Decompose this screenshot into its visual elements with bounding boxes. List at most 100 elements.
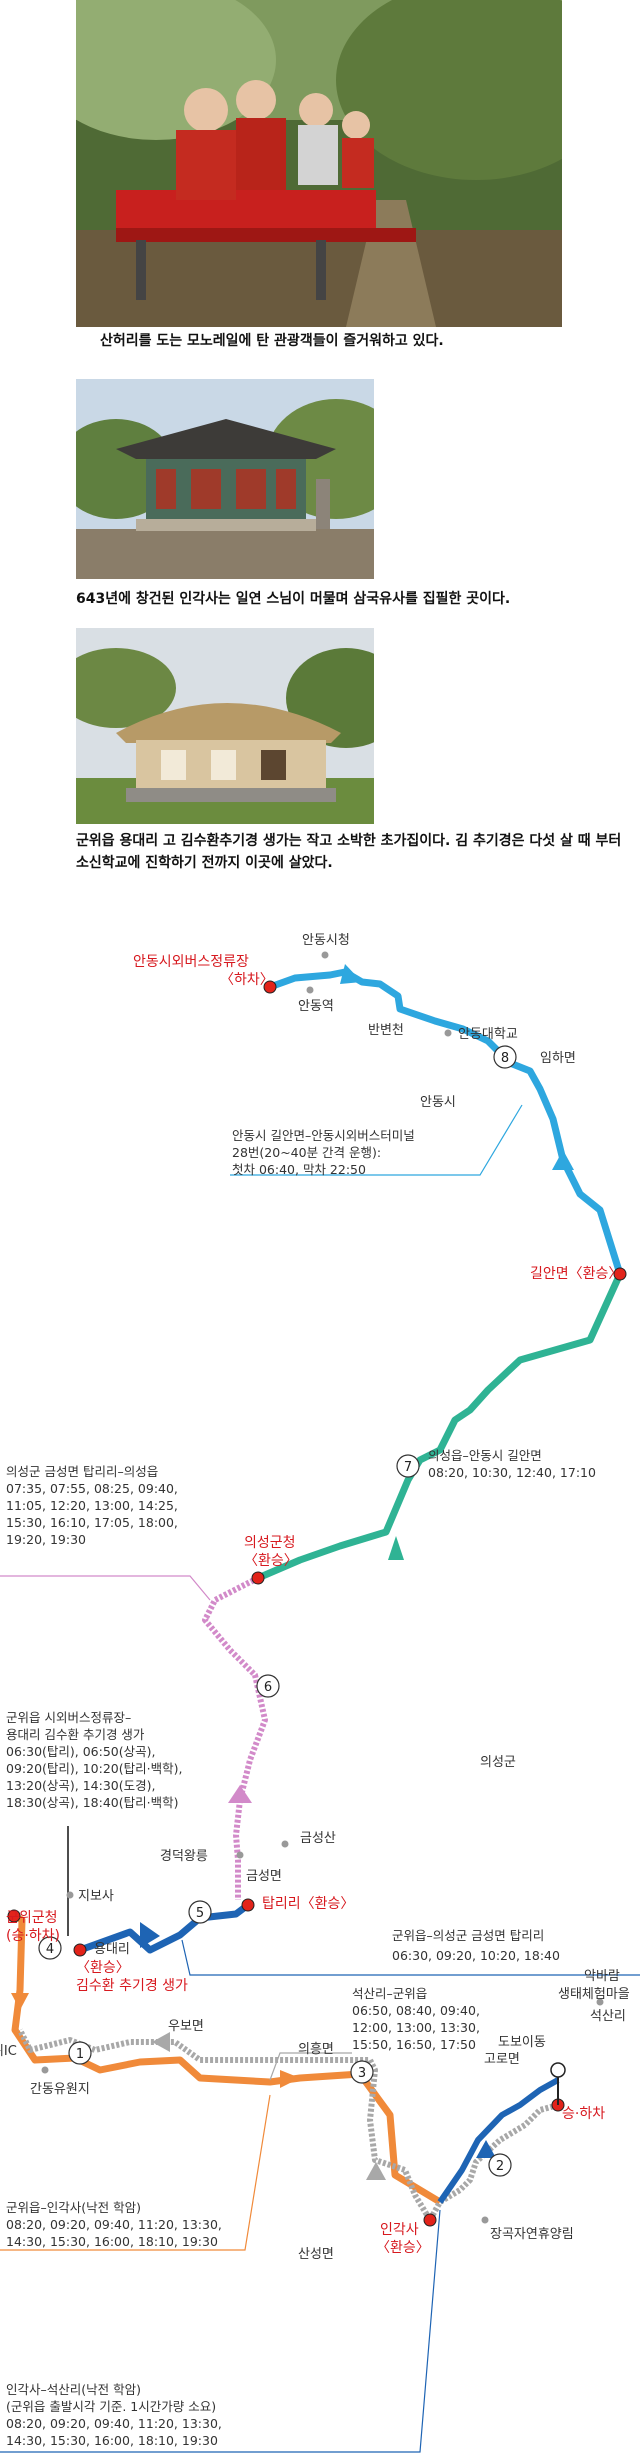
label-janggok: 장곡자연휴양림 — [490, 2227, 574, 2242]
label-tapri: 탑리리〈환승〉 — [262, 1896, 354, 1912]
dot-akbaram — [596, 1998, 604, 2006]
svg-text:군위읍–의성군 금성면 탑리리: 군위읍–의성군 금성면 탑리리 — [392, 1928, 544, 1943]
stop-gilan — [613, 1267, 627, 1281]
arrow-teal — [388, 1536, 404, 1560]
label-ingaksa: 인각사 — [380, 2222, 419, 2238]
dot-andong-city-hall — [321, 951, 329, 959]
svg-text:14:30, 15:30, 16:00, 18:10, 19: 14:30, 15:30, 16:00, 18:10, 19:30 — [6, 2234, 218, 2249]
label-boarding: 승·하차 — [562, 2106, 605, 2122]
leader-ingaksa-seoksan — [0, 2209, 441, 2453]
svg-text:08:20, 09:20, 09:40, 11:20, 13: 08:20, 09:20, 09:40, 11:20, 13:30, — [6, 2416, 222, 2431]
label-gyeongdeok: 경덕왕릉 — [160, 1849, 208, 1864]
svg-text:(군위읍 출발시각 기준. 1시간가량 소요): (군위읍 출발시각 기준. 1시간가량 소요) — [6, 2399, 216, 2414]
note-ingaksa-seoksan: 인각사–석산리(낙전 학암) (군위읍 출발시각 기준. 1시간가량 소요) 0… — [6, 2382, 222, 2448]
svg-text:13:20(상곡), 14:30(도경),: 13:20(상곡), 14:30(도경), — [6, 1778, 155, 1793]
label-goromyeon: 고로면 — [484, 2052, 520, 2067]
step-8: 8 — [493, 1045, 517, 1069]
dot-geumseongsan — [281, 1840, 289, 1848]
arrow-gray-1 — [152, 2032, 170, 2052]
svg-text:15:50, 16:50, 17:50: 15:50, 16:50, 17:50 — [352, 2037, 476, 2052]
leader-gunwi-tapri — [181, 1939, 640, 1976]
label-andong-terminal: 안동시외버스정류장 — [133, 954, 249, 970]
route-gunwi-ingaksa — [11, 1912, 442, 2206]
svg-text:용대리 김수환 추기경 생가: 용대리 김수환 추기경 생가 — [6, 1727, 145, 1742]
step-4: 4 — [38, 1936, 62, 1960]
svg-text:06:30(탑리), 06:50(상곡),: 06:30(탑리), 06:50(상곡), — [6, 1744, 155, 1759]
label-banbyeoncheon: 반변천 — [368, 1023, 404, 1038]
svg-text:12:00, 13:00, 13:30,: 12:00, 13:00, 13:30, — [352, 2020, 480, 2035]
note-andong-bus: 안동시 길안면–안동시외버스터미널 28번(20~40분 간격 운행): 첫차 … — [232, 1128, 415, 1177]
route-map: 1 2 3 4 5 6 7 8 안동시외버스정류장 〈하차〉 안동시청 안동역 … — [0, 933, 640, 2453]
label-jibosa: 지보사 — [78, 1889, 114, 1904]
step-2: 2 — [488, 2153, 512, 2177]
svg-text:09:20(탑리), 10:20(탑리·백학),: 09:20(탑리), 10:20(탑리·백학), — [6, 1761, 182, 1776]
label-geumseongsan: 금성산 — [300, 1831, 336, 1846]
note-seoksan-gunwi: 석산리–군위읍 06:50, 08:40, 09:40, 12:00, 13:0… — [352, 1986, 480, 2052]
label-andong-si: 안동시 — [420, 1095, 456, 1110]
stop-ingaksa — [423, 2213, 437, 2227]
birthplace-caption: 군위읍 용대리 고 김수환추기경 생가는 작고 소박한 초가집이다. 김 추기경… — [76, 833, 622, 871]
svg-text:08:20, 10:30, 12:40, 17:10: 08:20, 10:30, 12:40, 17:10 — [428, 1465, 596, 1480]
svg-text:1: 1 — [76, 2047, 84, 2062]
svg-text:7: 7 — [404, 1460, 412, 1475]
dot-gyeongdeok — [236, 1851, 244, 1859]
svg-text:3: 3 — [358, 2066, 366, 2081]
svg-text:군위읍–인각사(낙전 학암): 군위읍–인각사(낙전 학암) — [6, 2200, 141, 2215]
label-gilan: 길안면〈환승〉 — [530, 1266, 622, 1282]
label-imhamyeon: 임하면 — [540, 1051, 576, 1066]
note-tapri-uiseong: 의성군 금성면 탑리리–의성읍 07:35, 07:55, 08:25, 09:… — [6, 1464, 178, 1547]
stop-uiseong-office — [251, 1571, 265, 1585]
svg-text:28번(20~40분 간격 운행):: 28번(20~40분 간격 운행): — [232, 1145, 381, 1160]
arrow-andong-2 — [552, 1150, 574, 1170]
arrow-gray-2 — [366, 2162, 386, 2180]
label-andong-city-hall: 안동시청 — [302, 933, 350, 948]
svg-text:11:05, 12:20, 13:00, 14:25,: 11:05, 12:20, 13:00, 14:25, — [6, 1498, 178, 1513]
step-5: 5 — [188, 1900, 212, 1924]
route-seoksan-gunwi — [17, 2028, 559, 2223]
arrow-orange-2 — [280, 2070, 300, 2088]
leader-andong-bus — [230, 1104, 523, 1176]
route-uiseong-tapri — [202, 1575, 268, 1900]
svg-text:인각사–석산리(낙전 학암): 인각사–석산리(낙전 학암) — [6, 2382, 141, 2397]
svg-text:19:20, 19:30: 19:20, 19:30 — [6, 1532, 86, 1547]
stop-tapri — [241, 1898, 255, 1912]
ingaksa-photo — [76, 379, 374, 579]
label-andong-terminal-sub: 〈하차〉 — [220, 972, 274, 988]
label-geumseongmyeon: 금성면 — [246, 1869, 282, 1884]
step-6: 6 — [256, 1674, 280, 1698]
arrow-orange-1 — [11, 1993, 29, 2010]
note-uiseong-andong: 의성읍–안동시 길안면 08:20, 10:30, 12:40, 17:10 — [428, 1448, 596, 1480]
leader-gunwi-ingaksa — [0, 2094, 271, 2251]
label-yongdae: 용대리 — [94, 1942, 130, 1957]
svg-text:07:35, 07:55, 08:25, 09:40,: 07:35, 07:55, 08:25, 09:40, — [6, 1481, 178, 1496]
label-ingaksa-sub: 〈환승〉 — [376, 2240, 430, 2256]
label-experience: 생태체험마을 — [558, 1987, 630, 2002]
stop-gunwi-office — [7, 1909, 21, 1923]
label-ubomyeon: 우보면 — [168, 2019, 204, 2034]
ingaksa-caption: 643년에 창건된 인각사는 일연 스님이 머물며 삼국유사를 집필한 곳이다. — [76, 591, 511, 607]
label-uiseong-office: 의성군청 — [244, 1535, 296, 1551]
arrow-darkblue — [140, 1922, 160, 1948]
label-sanseongmyeon: 산성면 — [298, 2247, 334, 2262]
step-3: 3 — [350, 2060, 374, 2084]
svg-text:6: 6 — [264, 1680, 272, 1695]
svg-text:의성군 금성면 탑리리–의성읍: 의성군 금성면 탑리리–의성읍 — [6, 1464, 158, 1479]
svg-text:06:30, 09:20, 10:20, 18:40: 06:30, 09:20, 10:20, 18:40 — [392, 1948, 560, 1963]
route-gilan-uiseong — [256, 1272, 624, 1582]
svg-text:06:50, 08:40, 09:40,: 06:50, 08:40, 09:40, — [352, 2003, 480, 2018]
route-ingaksa-seoksan — [437, 2077, 560, 2204]
monorail-photo — [76, 0, 562, 327]
label-andong-station: 안동역 — [298, 999, 334, 1014]
svg-text:안동시 길안면–안동시외버스터미널: 안동시 길안면–안동시외버스터미널 — [232, 1128, 415, 1143]
dot-andong-univ — [444, 1029, 452, 1037]
note-gunwi-terminal: 군위읍 시외버스정류장– 용대리 김수환 추기경 생가 06:30(탑리), 0… — [6, 1710, 182, 1810]
label-seoksanri: 석산리 — [590, 2009, 626, 2024]
stop-andong-terminal — [263, 980, 277, 994]
label-gunwi-ic: 군위IC — [0, 2044, 17, 2059]
label-ganfdong: 간동유원지 — [30, 2082, 90, 2097]
dot-jibosa — [66, 1891, 74, 1899]
svg-text:8: 8 — [501, 1051, 509, 1066]
svg-text:15:30, 16:10, 17:05, 18:00,: 15:30, 16:10, 17:05, 18:00, — [6, 1515, 178, 1530]
stop-yongdae — [73, 1943, 87, 1957]
label-gunwi-office: 군위군청 — [6, 1910, 58, 1926]
